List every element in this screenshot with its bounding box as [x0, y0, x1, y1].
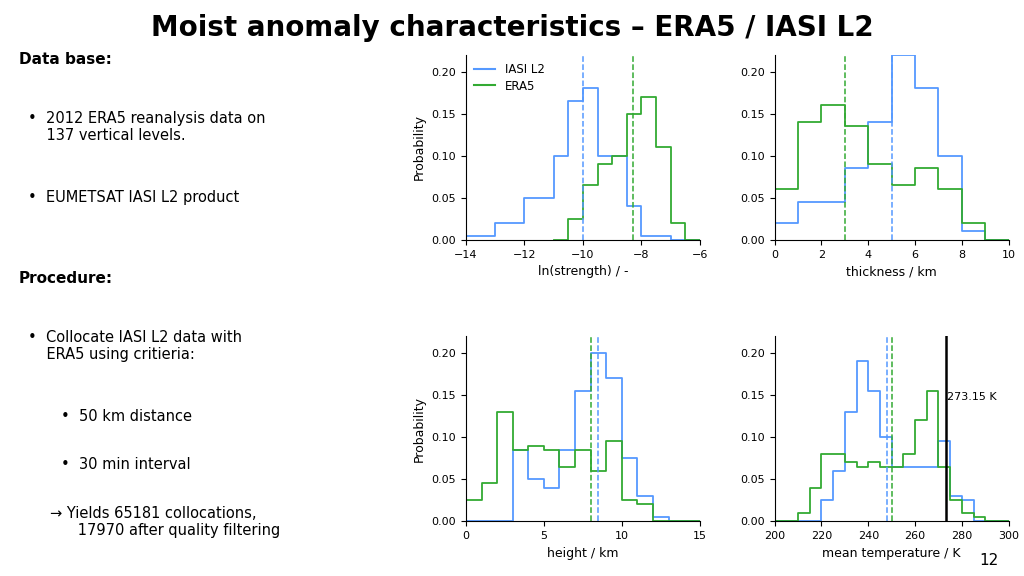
Text: → Yields 65181 collocations,
      17970 after quality filtering: → Yields 65181 collocations, 17970 after…	[50, 506, 281, 538]
Y-axis label: Probability: Probability	[413, 114, 426, 180]
Text: •  2012 ERA5 reanalysis data on
    137 vertical levels.: • 2012 ERA5 reanalysis data on 137 verti…	[28, 111, 265, 143]
Y-axis label: Probability: Probability	[413, 396, 426, 462]
X-axis label: ln(strength) / -: ln(strength) / -	[538, 265, 628, 278]
Text: •  50 km distance: • 50 km distance	[60, 409, 191, 424]
X-axis label: height / km: height / km	[547, 547, 618, 559]
Text: 273.15 K: 273.15 K	[947, 392, 996, 401]
Text: Data base:: Data base:	[19, 52, 112, 67]
X-axis label: thickness / km: thickness / km	[846, 265, 937, 278]
Text: •  EUMETSAT IASI L2 product: • EUMETSAT IASI L2 product	[28, 190, 239, 204]
Text: 12: 12	[979, 552, 998, 568]
Text: Moist anomaly characteristics – ERA5 / IASI L2: Moist anomaly characteristics – ERA5 / I…	[151, 14, 873, 43]
X-axis label: mean temperature / K: mean temperature / K	[822, 547, 961, 559]
Text: Procedure:: Procedure:	[19, 271, 114, 286]
Legend: IASI L2, ERA5: IASI L2, ERA5	[472, 60, 547, 95]
Text: •  30 min interval: • 30 min interval	[60, 457, 190, 472]
Text: •  Collocate IASI L2 data with
    ERA5 using critieria:: • Collocate IASI L2 data with ERA5 using…	[28, 330, 242, 362]
